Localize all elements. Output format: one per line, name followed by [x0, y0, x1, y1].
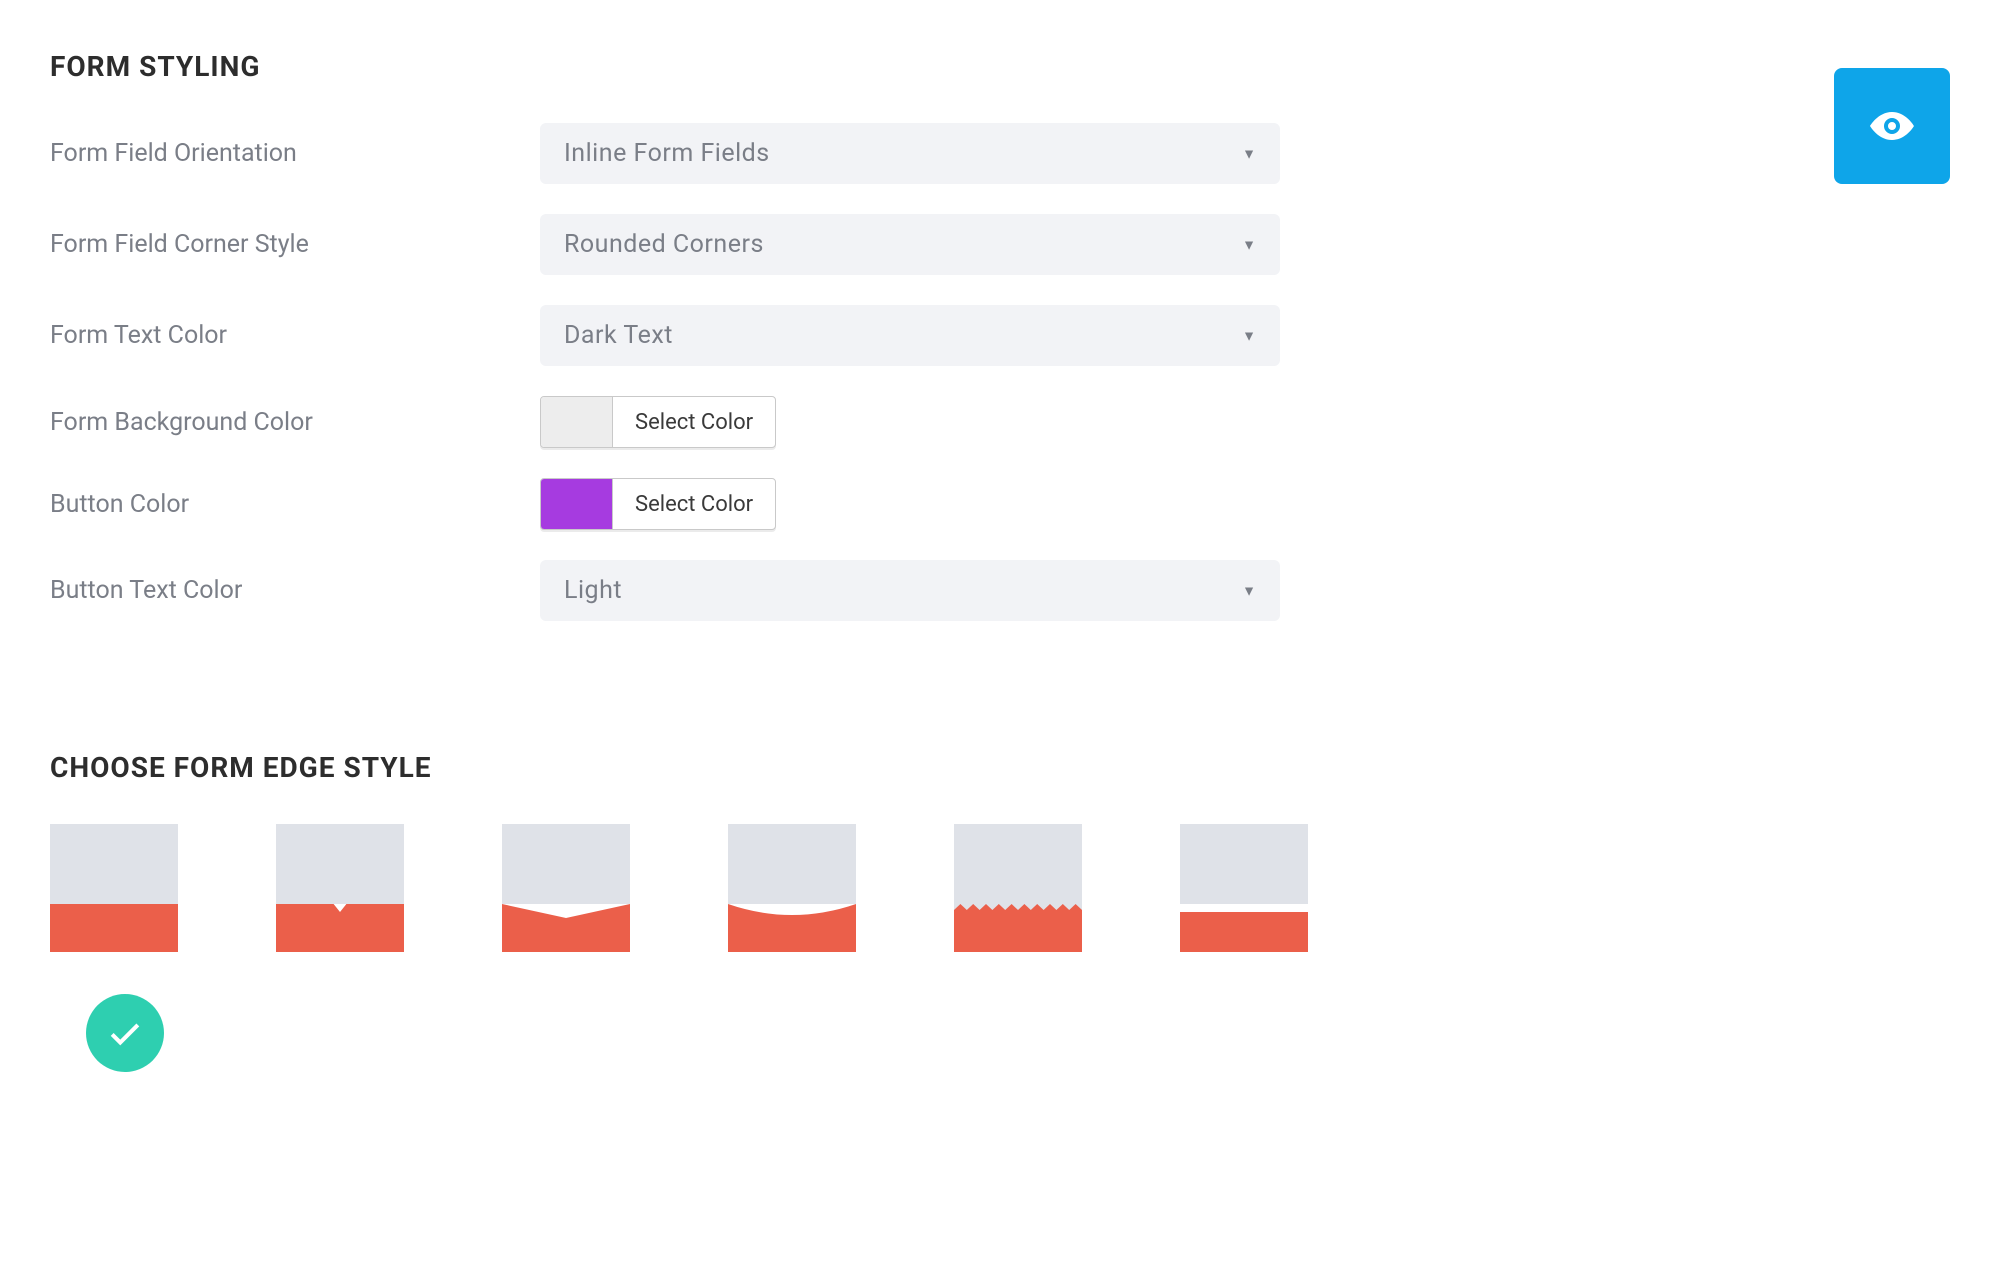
select-orientation[interactable]: Inline Form Fields ▼ — [540, 123, 1280, 184]
preview-button[interactable] — [1834, 68, 1950, 184]
select-text-color-value: Dark Text — [540, 305, 1280, 366]
row-button-text-color: Button Text Color Light ▼ — [50, 560, 1950, 621]
button-color-picker[interactable]: Select Color — [540, 478, 776, 530]
button-color-button-label: Select Color — [613, 479, 775, 529]
edge-option-angle[interactable] — [502, 824, 630, 952]
bg-color-picker[interactable]: Select Color — [540, 396, 776, 448]
edge-style-heading: CHOOSE FORM EDGE STYLE — [50, 751, 1950, 784]
label-bg-color: Form Background Color — [50, 408, 540, 437]
eye-icon — [1868, 102, 1916, 150]
label-button-color: Button Color — [50, 490, 540, 519]
button-color-swatch — [541, 479, 613, 529]
select-orientation-value: Inline Form Fields — [540, 123, 1280, 184]
row-button-color: Button Color Select Color — [50, 478, 1950, 530]
form-styling-heading: FORM STYLING — [50, 50, 1950, 83]
edge-option-zigzag[interactable] — [954, 824, 1082, 952]
edge-option-gap[interactable] — [1180, 824, 1308, 952]
select-corner-style-value: Rounded Corners — [540, 214, 1280, 275]
select-button-text-color-value: Light — [540, 560, 1280, 621]
row-orientation: Form Field Orientation Inline Form Field… — [50, 123, 1950, 184]
edge-option-notch[interactable] — [276, 824, 404, 952]
selected-check-badge — [86, 994, 164, 1072]
bg-color-swatch — [541, 397, 613, 447]
check-icon — [106, 1014, 144, 1052]
label-text-color: Form Text Color — [50, 321, 540, 350]
row-bg-color: Form Background Color Select Color — [50, 396, 1950, 448]
row-text-color: Form Text Color Dark Text ▼ — [50, 305, 1950, 366]
select-button-text-color[interactable]: Light ▼ — [540, 560, 1280, 621]
label-button-text-color: Button Text Color — [50, 576, 540, 605]
select-corner-style[interactable]: Rounded Corners ▼ — [540, 214, 1280, 275]
edge-option-straight[interactable] — [50, 824, 178, 952]
label-orientation: Form Field Orientation — [50, 139, 540, 168]
edge-options-container — [50, 824, 1950, 952]
edge-option-curve[interactable] — [728, 824, 856, 952]
select-text-color[interactable]: Dark Text ▼ — [540, 305, 1280, 366]
bg-color-button-label: Select Color — [613, 397, 775, 447]
row-corner-style: Form Field Corner Style Rounded Corners … — [50, 214, 1950, 275]
label-corner-style: Form Field Corner Style — [50, 230, 540, 259]
